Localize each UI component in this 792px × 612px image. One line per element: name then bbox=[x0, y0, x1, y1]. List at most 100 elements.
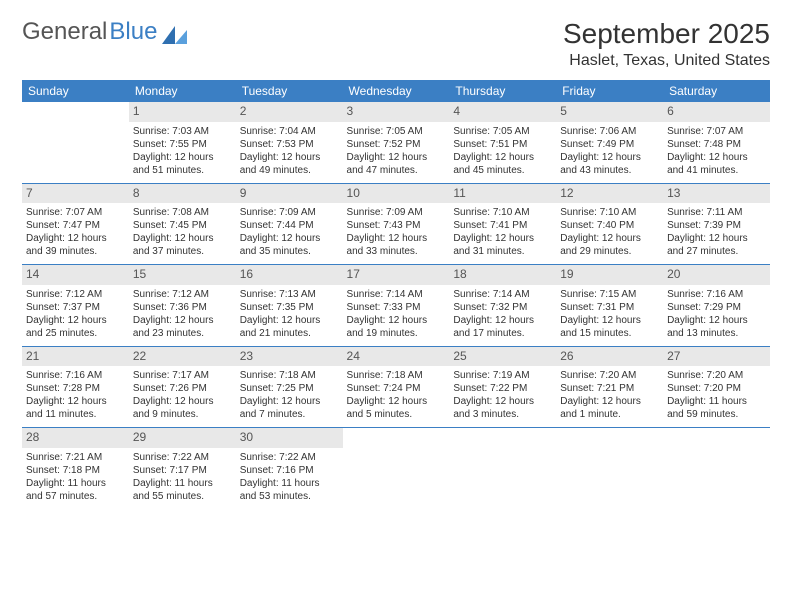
daylight1-text: Daylight: 11 hours bbox=[667, 395, 766, 408]
daylight2-text: and 33 minutes. bbox=[347, 245, 446, 258]
title-block: September 2025 Haslet, Texas, United Sta… bbox=[563, 18, 770, 70]
sunrise-text: Sunrise: 7:10 AM bbox=[453, 206, 552, 219]
sunrise-text: Sunrise: 7:22 AM bbox=[240, 451, 339, 464]
weekday-header-row: Sunday Monday Tuesday Wednesday Thursday… bbox=[22, 80, 770, 102]
weekday-header: Tuesday bbox=[236, 80, 343, 102]
sunrise-text: Sunrise: 7:17 AM bbox=[133, 369, 232, 382]
daylight1-text: Daylight: 12 hours bbox=[667, 232, 766, 245]
calendar-day-cell: 6Sunrise: 7:07 AMSunset: 7:48 PMDaylight… bbox=[663, 102, 770, 183]
daylight1-text: Daylight: 12 hours bbox=[453, 151, 552, 164]
weekday-header: Monday bbox=[129, 80, 236, 102]
sunrise-text: Sunrise: 7:16 AM bbox=[26, 369, 125, 382]
calendar-day-cell: 24Sunrise: 7:18 AMSunset: 7:24 PMDayligh… bbox=[343, 346, 450, 428]
sunset-text: Sunset: 7:36 PM bbox=[133, 301, 232, 314]
daylight1-text: Daylight: 12 hours bbox=[133, 314, 232, 327]
calendar-day-cell: 27 Sunrise: 7:20 AMSunset: 7:20 PMDayligh… bbox=[663, 346, 770, 428]
calendar-day-cell bbox=[556, 428, 663, 509]
daylight1-text: Daylight: 12 hours bbox=[560, 151, 659, 164]
sunrise-text: Sunrise: 7:11 AM bbox=[667, 206, 766, 219]
weekday-header: Wednesday bbox=[343, 80, 450, 102]
daylight1-text: Daylight: 12 hours bbox=[667, 151, 766, 164]
daylight1-text: Daylight: 12 hours bbox=[26, 232, 125, 245]
sunset-text: Sunset: 7:22 PM bbox=[453, 382, 552, 395]
calendar-day-cell: 22Sunrise: 7:17 AMSunset: 7:26 PMDayligh… bbox=[129, 346, 236, 428]
calendar-day-cell: 21Sunrise: 7:16 AMSunset: 7:28 PMDayligh… bbox=[22, 346, 129, 428]
sunset-text: Sunset: 7:20 PM bbox=[667, 382, 766, 395]
daylight1-text: Daylight: 11 hours bbox=[133, 477, 232, 490]
daylight1-text: Daylight: 11 hours bbox=[26, 477, 125, 490]
calendar-day-cell: 3Sunrise: 7:05 AMSunset: 7:52 PMDaylight… bbox=[343, 102, 450, 183]
daylight1-text: Daylight: 12 hours bbox=[26, 395, 125, 408]
day-number: 20 bbox=[663, 265, 770, 285]
sunrise-text: Sunrise: 7:18 AM bbox=[240, 369, 339, 382]
sunrise-text: Sunrise: 7:20 AM bbox=[667, 369, 766, 382]
weekday-header: Thursday bbox=[449, 80, 556, 102]
calendar-day-cell: 5Sunrise: 7:06 AMSunset: 7:49 PMDaylight… bbox=[556, 102, 663, 183]
daylight2-text: and 49 minutes. bbox=[240, 164, 339, 177]
calendar-week-row: 7Sunrise: 7:07 AMSunset: 7:47 PMDaylight… bbox=[22, 183, 770, 265]
sunset-text: Sunset: 7:53 PM bbox=[240, 138, 339, 151]
sunset-text: Sunset: 7:33 PM bbox=[347, 301, 446, 314]
day-number: 24 bbox=[343, 347, 450, 367]
daylight1-text: Daylight: 12 hours bbox=[347, 314, 446, 327]
calendar-day-cell: 1Sunrise: 7:03 AMSunset: 7:55 PMDaylight… bbox=[129, 102, 236, 183]
day-number: 6 bbox=[663, 102, 770, 122]
calendar-day-cell: 30Sunrise: 7:22 AMSunset: 7:16 PMDayligh… bbox=[236, 428, 343, 509]
day-number: 18 bbox=[449, 265, 556, 285]
day-number: 30 bbox=[236, 428, 343, 448]
calendar-day-cell bbox=[22, 102, 129, 183]
daylight1-text: Daylight: 12 hours bbox=[133, 232, 232, 245]
daylight1-text: Daylight: 12 hours bbox=[347, 151, 446, 164]
daylight1-text: Daylight: 12 hours bbox=[453, 395, 552, 408]
sunrise-text: Sunrise: 7:15 AM bbox=[560, 288, 659, 301]
calendar-day-cell: 18Sunrise: 7:14 AMSunset: 7:32 PMDayligh… bbox=[449, 265, 556, 347]
daylight1-text: Daylight: 12 hours bbox=[133, 395, 232, 408]
sunrise-text: Sunrise: 7:10 AM bbox=[560, 206, 659, 219]
sunrise-text: Sunrise: 7:04 AM bbox=[240, 125, 339, 138]
calendar-day-cell: 7Sunrise: 7:07 AMSunset: 7:47 PMDaylight… bbox=[22, 183, 129, 265]
daylight2-text: and 9 minutes. bbox=[133, 408, 232, 421]
sunrise-text: Sunrise: 7:07 AM bbox=[667, 125, 766, 138]
daylight2-text: and 57 minutes. bbox=[26, 490, 125, 503]
sunset-text: Sunset: 7:29 PM bbox=[667, 301, 766, 314]
sunset-text: Sunset: 7:40 PM bbox=[560, 219, 659, 232]
day-number: 7 bbox=[22, 184, 129, 204]
sunset-text: Sunset: 7:31 PM bbox=[560, 301, 659, 314]
daylight2-text: and 51 minutes. bbox=[133, 164, 232, 177]
sunrise-text: Sunrise: 7:09 AM bbox=[240, 206, 339, 219]
daylight1-text: Daylight: 12 hours bbox=[453, 314, 552, 327]
sunset-text: Sunset: 7:55 PM bbox=[133, 138, 232, 151]
calendar-day-cell: 23Sunrise: 7:18 AMSunset: 7:25 PMDayligh… bbox=[236, 346, 343, 428]
sunrise-text: Sunrise: 7:13 AM bbox=[240, 288, 339, 301]
sunrise-text: Sunrise: 7:14 AM bbox=[347, 288, 446, 301]
day-number: 28 bbox=[22, 428, 129, 448]
daylight2-text: and 21 minutes. bbox=[240, 327, 339, 340]
daylight2-text: and 17 minutes. bbox=[453, 327, 552, 340]
calendar-day-cell: 9Sunrise: 7:09 AMSunset: 7:44 PMDaylight… bbox=[236, 183, 343, 265]
sunset-text: Sunset: 7:16 PM bbox=[240, 464, 339, 477]
day-number: 9 bbox=[236, 184, 343, 204]
day-number: 17 bbox=[343, 265, 450, 285]
daylight2-text: and 29 minutes. bbox=[560, 245, 659, 258]
calendar-day-cell: 8Sunrise: 7:08 AMSunset: 7:45 PMDaylight… bbox=[129, 183, 236, 265]
day-number: 27 bbox=[663, 347, 770, 367]
sunset-text: Sunset: 7:35 PM bbox=[240, 301, 339, 314]
sunrise-text: Sunrise: 7:14 AM bbox=[453, 288, 552, 301]
daylight1-text: Daylight: 12 hours bbox=[453, 232, 552, 245]
calendar-table: Sunday Monday Tuesday Wednesday Thursday… bbox=[22, 80, 770, 509]
day-number: 21 bbox=[22, 347, 129, 367]
day-number: 26 bbox=[556, 347, 663, 367]
daylight2-text: and 37 minutes. bbox=[133, 245, 232, 258]
weekday-header: Friday bbox=[556, 80, 663, 102]
calendar-day-cell bbox=[663, 428, 770, 509]
daylight1-text: Daylight: 12 hours bbox=[347, 232, 446, 245]
day-number: 4 bbox=[449, 102, 556, 122]
daylight1-text: Daylight: 12 hours bbox=[240, 232, 339, 245]
calendar-day-cell: 28Sunrise: 7:21 AMSunset: 7:18 PMDayligh… bbox=[22, 428, 129, 509]
daylight2-text: and 39 minutes. bbox=[26, 245, 125, 258]
calendar-day-cell bbox=[343, 428, 450, 509]
calendar-day-cell: 17 Sunrise: 7:14 AMSunset: 7:33 PMDayligh… bbox=[343, 265, 450, 347]
calendar-day-cell: 15Sunrise: 7:12 AMSunset: 7:36 PMDayligh… bbox=[129, 265, 236, 347]
sunset-text: Sunset: 7:17 PM bbox=[133, 464, 232, 477]
daylight2-text: and 3 minutes. bbox=[453, 408, 552, 421]
